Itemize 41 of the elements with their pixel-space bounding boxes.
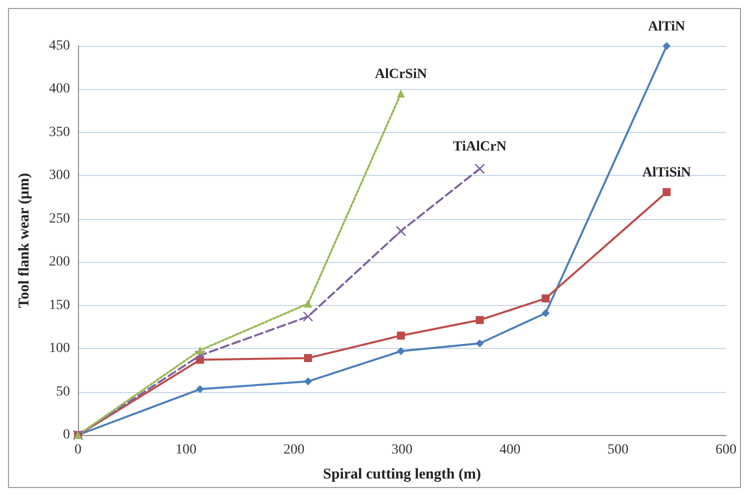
- point: [542, 309, 550, 318]
- y-tick-label: 50: [56, 384, 70, 400]
- point: [396, 332, 405, 340]
- x-tick-label: 100: [176, 442, 196, 458]
- x-tick-label: 500: [608, 442, 628, 458]
- point: [396, 347, 405, 356]
- series-label: TiAlCrN: [453, 139, 506, 154]
- point: [302, 311, 314, 322]
- point: [194, 350, 206, 361]
- point: [662, 42, 671, 50]
- x-axis-title: Spiral cutting length (m): [323, 466, 481, 482]
- x-tick-label: 300: [392, 442, 412, 458]
- point: [474, 164, 485, 174]
- y-tick-label: 350: [49, 124, 70, 140]
- point: [476, 339, 484, 348]
- series-label: AlTiN: [648, 20, 686, 34]
- x-tick-label: 400: [500, 442, 520, 458]
- point: [304, 300, 312, 308]
- series-label: AlTiSiN: [642, 166, 691, 181]
- series-label: AlCrSiN: [374, 67, 427, 82]
- point: [542, 294, 550, 302]
- y-tick-label: 200: [49, 254, 70, 270]
- y-tick-label: 100: [49, 341, 70, 356]
- point: [196, 346, 204, 354]
- y-tick-label: 250: [49, 211, 70, 226]
- point: [396, 226, 406, 236]
- point: [476, 316, 484, 324]
- y-tick-label: 400: [49, 82, 70, 97]
- point: [196, 385, 204, 394]
- y-tick-label: 300: [49, 168, 70, 184]
- point: [662, 188, 671, 196]
- y-tick-label: 0: [63, 428, 70, 442]
- x-tick-label: 0: [74, 442, 82, 458]
- y-axis-title: Tool flank wear (µm): [16, 173, 32, 308]
- x-tick-label: 600: [716, 442, 736, 458]
- point: [304, 354, 312, 362]
- x-tick-label: 200: [284, 442, 304, 458]
- point: [304, 377, 312, 386]
- y-tick-label: 450: [49, 38, 70, 54]
- y-tick-label: 150: [49, 298, 70, 313]
- point: [396, 90, 405, 98]
